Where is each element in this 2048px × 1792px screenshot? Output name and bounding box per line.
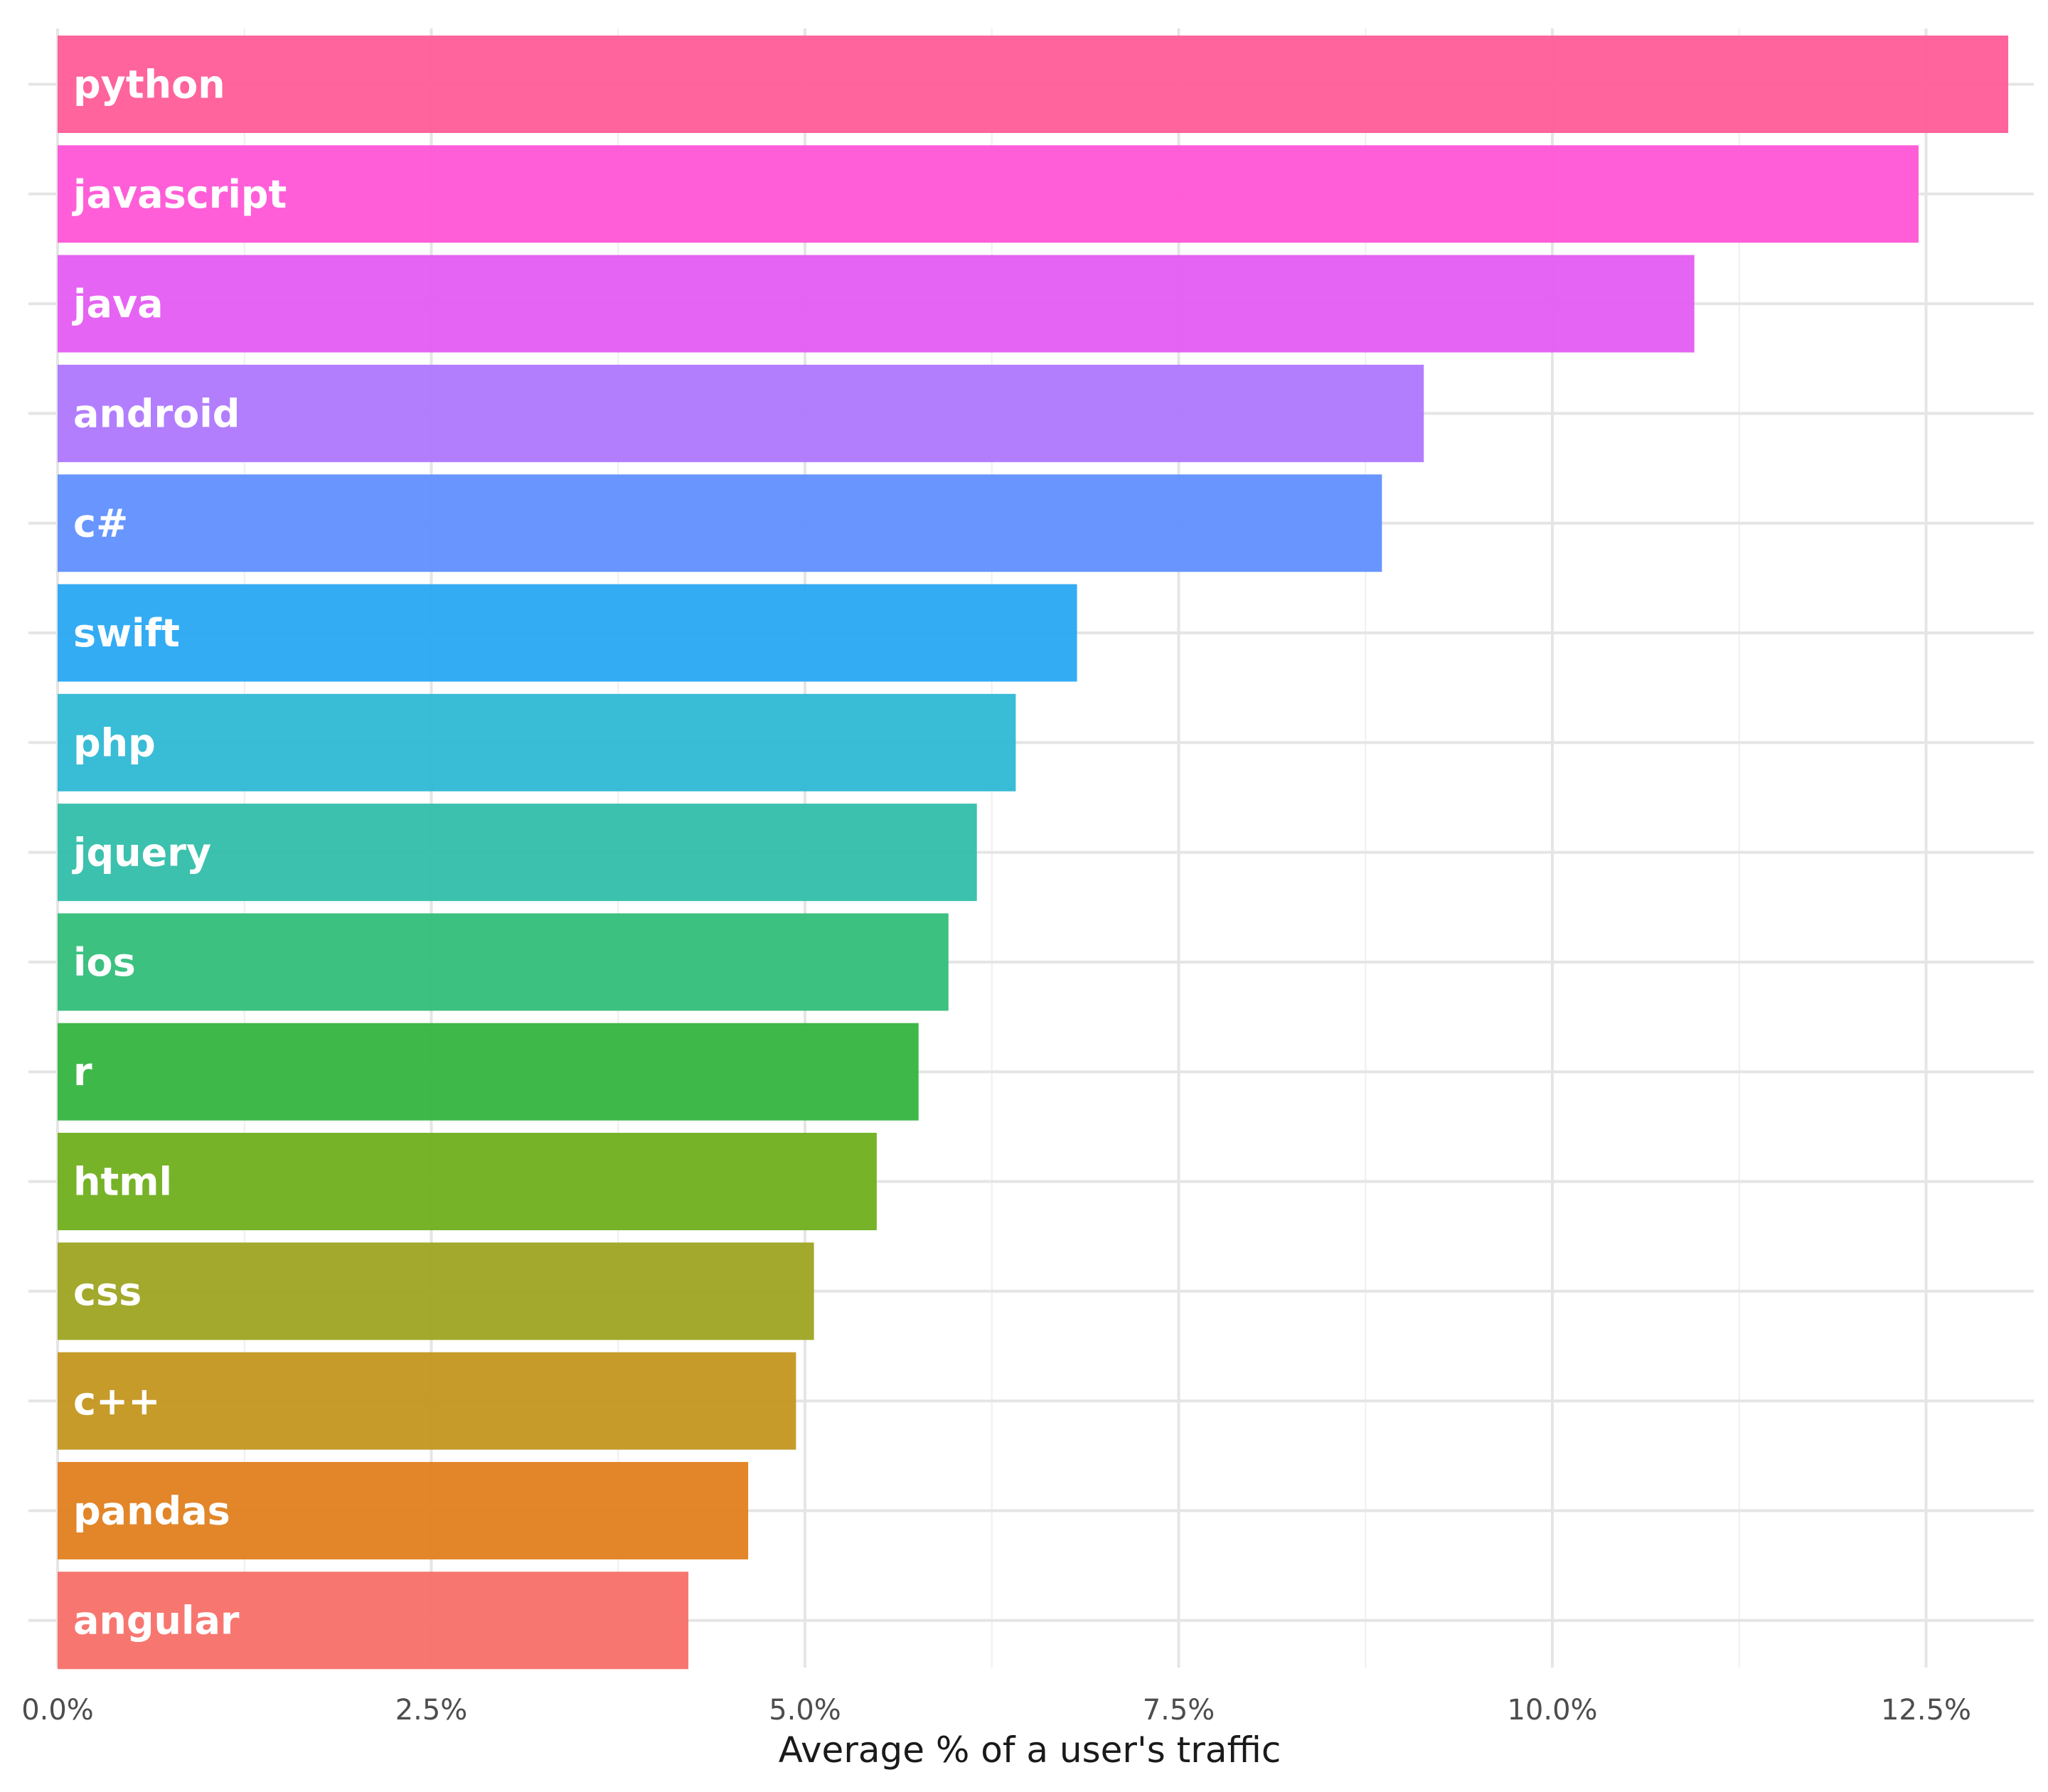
x-axis-tick-labels: 0.0% 2.5% 5.0% 7.5% 10.0% 12.5% — [21, 1694, 1971, 1727]
bar-labels: python javascript java android c# swift php jqu… — [72, 63, 287, 1643]
bar-label: javascript — [72, 172, 287, 217]
bar-html — [58, 1133, 877, 1230]
bar-label: html — [73, 1160, 172, 1205]
bar-label: python — [73, 63, 225, 107]
bars — [58, 36, 2009, 1670]
bar-java — [58, 255, 1695, 353]
bar-php — [58, 693, 1016, 791]
bar-swift — [58, 584, 1077, 682]
bar-jquery — [58, 804, 977, 902]
bar-label: r — [73, 1050, 92, 1094]
bar-c- — [58, 474, 1382, 572]
bar-css — [58, 1242, 814, 1340]
bar-label: css — [73, 1269, 142, 1314]
bar-javascript — [58, 145, 1919, 243]
x-axis-title: Average % of a user's traffic — [779, 1729, 1281, 1771]
x-tick-label: 5.0% — [769, 1694, 841, 1727]
bar-label: c# — [73, 501, 128, 546]
bar-r — [58, 1023, 919, 1121]
bar-label: angular — [73, 1599, 240, 1643]
bar-label: java — [72, 282, 164, 326]
bar-label: pandas — [73, 1488, 230, 1533]
x-tick-label: 2.5% — [395, 1694, 468, 1727]
bar-python — [58, 36, 2009, 133]
x-tick-label: 0.0% — [21, 1694, 94, 1727]
bar-label: jquery — [72, 831, 211, 875]
bar-angular — [58, 1572, 689, 1670]
bar-ios — [58, 913, 949, 1011]
bar-android — [58, 364, 1424, 462]
x-tick-label: 10.0% — [1507, 1694, 1597, 1727]
x-tick-label: 12.5% — [1881, 1694, 1971, 1727]
bar-label: c++ — [73, 1379, 161, 1424]
bar-label: php — [73, 720, 156, 765]
x-tick-label: 7.5% — [1143, 1694, 1215, 1727]
bar-label: ios — [73, 940, 136, 985]
bar-label: swift — [73, 611, 180, 656]
bar-pandas — [58, 1461, 749, 1559]
bar-label: android — [73, 391, 240, 436]
bar-c- — [58, 1352, 796, 1450]
